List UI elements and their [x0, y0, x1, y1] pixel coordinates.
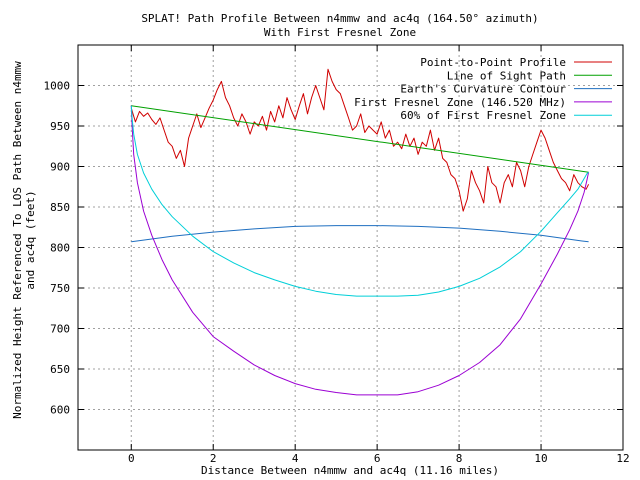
y-tick-label: 650: [50, 363, 70, 376]
grid: [78, 45, 624, 450]
chart-title: SPLAT! Path Profile Between n4mmw and ac…: [141, 12, 538, 25]
series-line-first-fresnel-zone-146-520-mhz: [130, 105, 590, 396]
chart-subtitle: With First Fresnel Zone: [264, 26, 416, 39]
x-tick-label: 12: [616, 452, 629, 465]
y-tick-label: 1000: [44, 80, 71, 93]
plot-frame: [77, 44, 624, 451]
series-line-point-to-point-profile: [130, 68, 590, 212]
legend-label: First Fresnel Zone (146.520 MHz): [354, 96, 566, 109]
y-tick-label: 800: [50, 242, 70, 255]
x-tick-label: 0: [128, 452, 135, 465]
series-line-60-of-first-fresnel-zone: [130, 105, 589, 297]
legend-label: 60% of First Fresnel Zone: [400, 109, 566, 122]
series-line-line-of-sight-path: [131, 105, 589, 173]
legend-label: Line of Sight Path: [447, 69, 566, 82]
y-tick-label: 750: [50, 282, 70, 295]
y-axis-label-container: Normalized Height Referenced To LOS Path…: [11, 61, 37, 419]
y-axis-label: Normalized Height Referenced To LOS Path…: [11, 61, 37, 419]
legend-label: Point-to-Point Profile: [420, 56, 566, 69]
y-tick-label: 600: [50, 404, 70, 417]
y-tick-label: 700: [50, 323, 70, 336]
x-axis-label: Distance Between n4mmw and ac4q (11.16 m…: [201, 464, 499, 477]
series-line-earth-s-curvature-contour: [131, 225, 589, 243]
y-tick-label: 950: [50, 120, 70, 133]
legend-label: Earth's Curvature Contour: [400, 83, 566, 96]
series-group: [130, 68, 590, 396]
y-tick-label: 900: [50, 161, 70, 174]
x-tick-label: 10: [534, 452, 547, 465]
x-tick-label: 2: [210, 452, 217, 465]
x-tick-label: 4: [292, 452, 299, 465]
x-tick-label: 6: [374, 452, 381, 465]
x-tick-label: 8: [456, 452, 463, 465]
y-tick-label: 850: [50, 201, 70, 214]
